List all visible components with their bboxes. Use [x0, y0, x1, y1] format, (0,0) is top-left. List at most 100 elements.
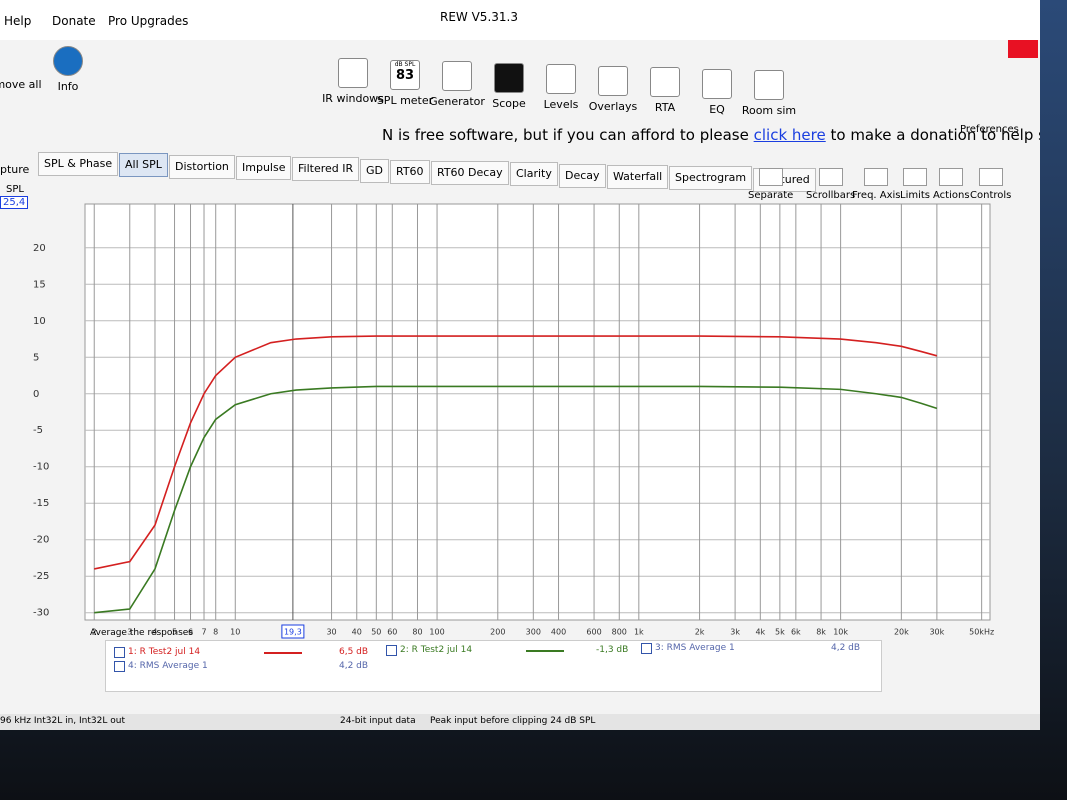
preferences[interactable]: Preferences — [960, 124, 1019, 135]
toolbar-button[interactable]: Room sim — [734, 70, 804, 117]
chart-tool-label: Actions — [933, 190, 970, 201]
chart-tool-label: Freq. Axis — [852, 190, 901, 201]
x-tick-label: 8k — [816, 628, 826, 637]
chart-tool-icon — [818, 168, 843, 186]
toolbar-button[interactable]: IR windows — [318, 58, 388, 105]
menu-item[interactable]: Help — [4, 14, 32, 28]
series-line — [94, 385, 938, 614]
x-tick-label: 30 — [326, 628, 336, 637]
x-tick-label: 20k — [894, 628, 909, 637]
donation-after: to make a donation to help support its c… — [830, 126, 1040, 144]
tool-label: Info — [57, 80, 79, 93]
series-line — [94, 335, 938, 570]
legend-name: 1: R Test2 jul 14 — [128, 647, 201, 657]
toolbar-label: EQ — [709, 102, 725, 116]
x-tick-label: 800 — [612, 628, 627, 637]
y-tick-label: 0 — [33, 389, 39, 400]
y-tick-label: -20 — [33, 535, 49, 546]
tab[interactable]: Clarity — [510, 162, 558, 187]
tool-button[interactable]: Info — [38, 46, 98, 93]
legend-readout: -1,3 dB — [596, 645, 629, 655]
y-tick-label: 15 — [33, 279, 46, 290]
tab[interactable]: Filtered IR — [292, 157, 360, 182]
donation-link[interactable]: click here — [753, 126, 826, 144]
toolbar-icon — [702, 68, 732, 99]
x-tick-label: 10k — [833, 628, 848, 637]
toolbar-label: Overlays — [588, 99, 638, 113]
menu-item[interactable]: Pro Upgrades — [108, 14, 189, 28]
chart-tool[interactable]: Separate — [748, 168, 793, 201]
chart-tool[interactable]: Limits — [900, 168, 930, 201]
menu-item[interactable]: Donate — [52, 14, 96, 28]
legend-check — [114, 647, 125, 658]
tab[interactable]: Distortion — [169, 154, 235, 179]
tool-label: move all — [0, 78, 42, 91]
x-tick-label: 300 — [526, 628, 541, 637]
status-bar: 96 kHz Int32L in, Int32L out 24-bit inpu… — [0, 714, 1040, 730]
legend: 1: R Test2 jul 14 6,5 dB 2: R Test2 jul 14… — [105, 640, 882, 692]
x-tick-label: 5k — [775, 628, 785, 637]
y-tick-label: -15 — [33, 498, 49, 509]
tab[interactable]: RT60 — [390, 159, 430, 184]
spl-readout[interactable]: 25,4 — [0, 196, 29, 209]
x-tick-label: 60 — [387, 628, 397, 637]
chart-tool[interactable]: Scrollbars — [806, 168, 855, 201]
toolbar-button[interactable]: Generator — [422, 61, 492, 108]
toolbar-button[interactable]: RTA — [630, 67, 700, 114]
chart: -30 -25 -20 -15 -10 -5 0 5 10 15 20 2 3 4 5 6 7 8 10 30 40 50… — [33, 203, 994, 639]
toolbar-icon — [338, 58, 368, 88]
toolbar-label: Levels — [543, 98, 579, 111]
x-tick-label: 40 — [352, 628, 362, 637]
x-tick-label: 7 — [201, 628, 206, 637]
tab[interactable]: Decay — [559, 163, 606, 188]
legend-name: 3: RMS Average 1 — [655, 643, 735, 653]
rew-window: REW V5.31.3 N is free software, but if y… — [0, 0, 1040, 730]
close-button[interactable] — [1008, 40, 1038, 58]
x-tick-label: 100 — [429, 628, 444, 637]
tab[interactable]: Impulse — [236, 155, 292, 180]
tool-icon — [53, 46, 83, 76]
tab[interactable]: Spectrogram — [669, 166, 753, 191]
chart-tool-icon — [978, 168, 1003, 186]
tab[interactable]: All SPL — [119, 153, 168, 178]
y-tick-label: -25 — [33, 571, 49, 582]
tab[interactable]: GD — [360, 158, 389, 183]
toolbar-icon: dB SPL 83 — [390, 59, 420, 90]
chart-tool-label: Separate — [748, 190, 794, 201]
legend-check — [114, 661, 125, 672]
chart-tool-label: Controls — [970, 190, 1012, 201]
toolbar-icon — [754, 70, 784, 100]
y-tick-label: -5 — [33, 425, 43, 436]
tab[interactable]: SPL & Phase — [38, 152, 119, 176]
toolbar-icon — [650, 67, 680, 97]
toolbar-button[interactable]: dB SPL 83 SPL meter — [370, 59, 440, 107]
toolbar-icon — [442, 61, 472, 91]
donation-text: N is free software, but if you can affor… — [382, 126, 1040, 144]
x-tick-label: 600 — [586, 628, 601, 637]
chart-tool-label: Limits — [900, 190, 930, 201]
cursor-box — [281, 624, 305, 639]
status-format: 24-bit input data — [340, 716, 416, 726]
toolbar-button[interactable]: Scope — [474, 62, 544, 110]
toolbar-button[interactable]: EQ — [682, 68, 752, 116]
chart-tool-label: Scrollbars — [806, 190, 856, 201]
toolbar-button[interactable]: Levels — [526, 64, 596, 111]
toolbar-button[interactable]: Overlays — [578, 65, 648, 113]
legend-readout: 6,5 dB — [339, 647, 369, 657]
status-peak: Peak input before clipping 24 dB SPL — [430, 716, 596, 726]
tab[interactable]: RT60 Decay — [431, 161, 509, 186]
tool-icon — [4, 46, 32, 74]
chart-tool[interactable]: Actions — [933, 168, 970, 201]
chart-tool[interactable]: Freq. Axis — [852, 168, 901, 201]
tool-button[interactable]: move all — [0, 46, 48, 91]
chart-tool[interactable]: Controls — [970, 168, 1011, 201]
legend-check — [641, 643, 652, 654]
x-tick-label: 400 — [551, 628, 566, 637]
legend-name: 4: RMS Average 1 — [128, 661, 208, 671]
donation-before: N is free software, but if you can affor… — [382, 126, 754, 144]
spl-reading: 83 — [395, 67, 415, 83]
x-tick-label: 2 — [92, 628, 97, 637]
tab[interactable]: Waterfall — [607, 165, 669, 189]
x-tick-label: 3 — [127, 628, 132, 637]
x-tick-label: 80 — [412, 628, 422, 637]
